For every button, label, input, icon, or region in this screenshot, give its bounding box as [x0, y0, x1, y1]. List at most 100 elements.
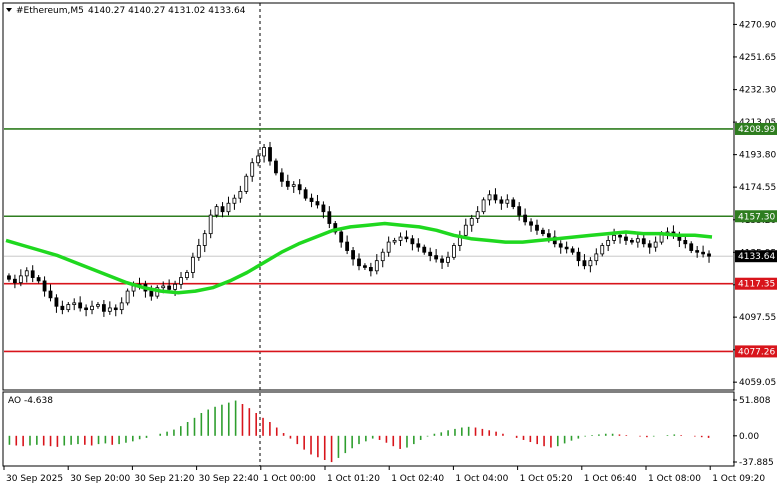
- bull-candle-body: [161, 285, 166, 289]
- current-price-label: 4133.64: [738, 252, 775, 262]
- candle: [594, 248, 599, 266]
- bull-candle-body: [24, 270, 29, 277]
- bear-candle-body: [42, 280, 47, 292]
- bear-candle-body: [78, 302, 83, 309]
- price-tick-label: 4232.30: [739, 86, 776, 96]
- candle: [125, 288, 130, 306]
- bull-candle-body: [96, 304, 100, 307]
- time-tick-label: 1 Oct 00:00: [263, 474, 316, 484]
- candle: [588, 257, 593, 273]
- candle: [576, 247, 581, 267]
- bull-candle-body: [238, 191, 243, 199]
- candle: [268, 141, 272, 166]
- bear-candle-body: [582, 260, 587, 267]
- levels-layer: [4, 128, 733, 353]
- bear-candle-body: [647, 243, 652, 248]
- bull-candle-body: [256, 155, 261, 164]
- bear-candle-body: [707, 253, 711, 257]
- candle: [529, 218, 533, 232]
- level-tag: [735, 277, 777, 290]
- bull-candle-body: [612, 234, 617, 241]
- candle: [630, 237, 634, 245]
- candle: [274, 158, 278, 176]
- candle: [119, 297, 124, 315]
- candle: [564, 241, 569, 254]
- bear-candle-body: [315, 201, 320, 206]
- ao-pane[interactable]: [2, 391, 735, 467]
- candle: [404, 230, 409, 243]
- candle: [321, 201, 326, 219]
- bear-candle-body: [363, 265, 367, 268]
- candle: [535, 219, 539, 235]
- bear-candle-body: [285, 180, 290, 187]
- candle: [683, 234, 688, 249]
- dropdown-triangle-icon[interactable]: [6, 8, 12, 12]
- bull-candle-body: [606, 240, 611, 246]
- bear-candle-body: [60, 305, 65, 311]
- bull-candle-body: [66, 304, 71, 311]
- bear-candle-body: [570, 248, 575, 253]
- current-price-tag: [735, 250, 777, 263]
- level-tag: [735, 122, 777, 135]
- candle: [232, 194, 237, 210]
- candle: [179, 271, 183, 289]
- bear-candle-body: [297, 184, 302, 191]
- bear-candle-body: [630, 240, 634, 243]
- bear-candle-body: [434, 255, 439, 260]
- candle: [78, 296, 83, 312]
- candle: [446, 251, 450, 267]
- candle: [309, 193, 314, 208]
- candle: [701, 245, 706, 258]
- bull-candle-body: [398, 236, 403, 241]
- price-tick-label: 4251.65: [739, 53, 776, 63]
- bull-candle-body: [232, 197, 237, 204]
- bull-candle-body: [119, 302, 124, 311]
- candle: [606, 235, 611, 252]
- ao-histogram: [8, 400, 710, 463]
- candle: [463, 218, 468, 239]
- bear-candle-body: [416, 243, 421, 248]
- time-tick-label: 30 Sep 20:00: [70, 474, 130, 484]
- candle: [238, 185, 243, 203]
- bull-candle-body: [214, 206, 219, 216]
- price-pane[interactable]: [2, 2, 735, 391]
- candle: [214, 204, 219, 218]
- level-tag: [735, 345, 777, 358]
- bear-candle-body: [167, 285, 172, 290]
- candle: [36, 275, 41, 284]
- level-tag-label: 4077.26: [738, 347, 775, 357]
- bear-candle-body: [279, 172, 284, 182]
- candle: [363, 263, 367, 270]
- candle: [262, 143, 266, 163]
- bear-candle-body: [30, 270, 35, 278]
- candle: [600, 242, 605, 257]
- time-tick-label: 1 Oct 02:40: [391, 474, 444, 484]
- candle: [24, 267, 29, 283]
- bear-candle-body: [54, 297, 59, 307]
- bear-candle-body: [274, 160, 278, 174]
- bull-candle-body: [653, 241, 658, 248]
- level-tag: [735, 210, 777, 223]
- ohlc-values: 4140.27 4140.27 4131.02 4133.64: [88, 6, 246, 16]
- bear-candle-body: [84, 307, 88, 311]
- candle: [90, 300, 94, 315]
- price-tick-label: 4097.55: [739, 313, 776, 323]
- candle: [558, 240, 563, 254]
- bull-candle-body: [594, 253, 599, 262]
- candle: [327, 206, 332, 229]
- bear-candle-body: [493, 194, 498, 201]
- bear-candle-body: [101, 304, 106, 312]
- bear-candle-body: [576, 251, 581, 262]
- candle: [303, 187, 308, 201]
- bull-candle-body: [173, 283, 177, 290]
- time-tick-label: 30 Sep 21:20: [134, 474, 194, 484]
- candle: [18, 269, 23, 287]
- candle: [368, 262, 373, 277]
- bull-candle-body: [380, 251, 385, 262]
- ao-tick-label: 0.00: [739, 432, 759, 442]
- bear-candle-body: [517, 206, 522, 216]
- level-tag-label: 4208.99: [738, 125, 775, 135]
- bull-candle-body: [463, 224, 468, 236]
- candle: [351, 246, 355, 266]
